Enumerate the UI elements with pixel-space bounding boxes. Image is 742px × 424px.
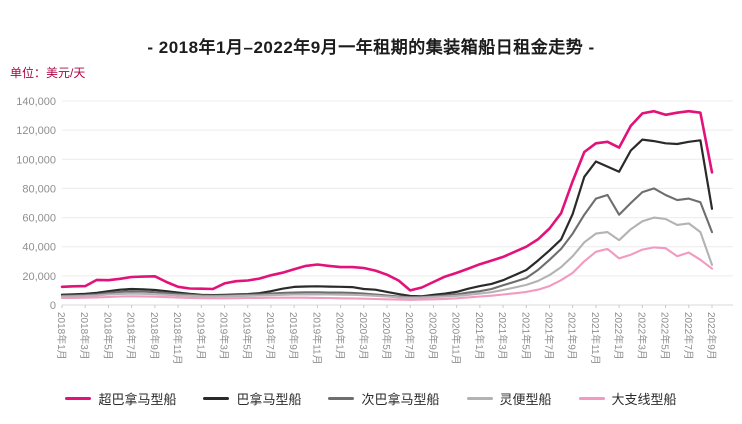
x-tick-label: 2018年11月 (171, 312, 184, 365)
legend-swatch-icon (466, 397, 493, 400)
legend-label: 大支线型船 (611, 392, 677, 407)
legend-swatch-icon (578, 397, 605, 400)
y-tick-label: 20,000 (22, 271, 56, 283)
unit-label: 单位：美元/天 (10, 66, 86, 80)
chart-title: - 2018年1月–2022年9月一年租期的集装箱船日租金走势 - (147, 38, 595, 57)
x-tick-label: 2020年7月 (403, 312, 416, 360)
x-tick-label: 2019年3月 (218, 312, 231, 360)
y-tick-label: 60,000 (22, 213, 56, 225)
x-tick-label: 2021年5月 (519, 312, 532, 360)
series-line-0 (60, 109, 714, 292)
x-tick-label: 2022年9月 (705, 312, 718, 360)
x-tick-label: 2022年1月 (612, 312, 625, 360)
x-tick-label: 2021年1月 (473, 312, 486, 360)
y-tick-label: 40,000 (22, 242, 56, 254)
x-tick-label: 2019年1月 (194, 312, 207, 360)
series-line-1 (60, 138, 714, 298)
x-tick-label: 2021年9月 (566, 312, 579, 360)
line-chart-canvas: 0 20,000 40,000 60,000 80,000 100,000 120,000 1… (16, 96, 733, 365)
legend-item-3: 灵便型船 (466, 389, 552, 408)
series-line-2 (60, 187, 714, 299)
x-tick-label: 2018年3月 (78, 312, 91, 360)
legend-item-4: 大支线型船 (578, 389, 677, 408)
x-tick-label: 2022年3月 (635, 312, 648, 360)
legend-item-0: 超巴拿马型船 (65, 389, 176, 408)
legend-swatch-icon (328, 397, 355, 400)
x-tick-label: 2019年11月 (310, 312, 323, 365)
y-tick-label: 120,000 (16, 125, 56, 137)
x-tick-label: 2021年3月 (496, 312, 509, 360)
legend-label: 超巴拿马型船 (98, 392, 177, 407)
x-tick-label: 2022年7月 (682, 312, 695, 360)
legend-swatch-icon (65, 397, 92, 400)
x-tick-label: 2018年9月 (148, 312, 161, 360)
x-tick-label: 2020年1月 (334, 312, 347, 360)
legend-label: 灵便型船 (499, 392, 552, 407)
x-tick-label: 2019年5月 (241, 312, 254, 360)
x-tick-label: 2020年9月 (426, 312, 439, 360)
series-line-3 (60, 216, 714, 299)
y-tick-label: 100,000 (16, 154, 56, 166)
x-tick-label: 2019年7月 (264, 312, 277, 360)
x-tick-label: 2020年3月 (357, 312, 370, 360)
x-tick-label: 2021年11月 (589, 312, 602, 365)
x-tick-label: 2020年11月 (450, 312, 463, 365)
x-tick-label: 2018年5月 (101, 312, 114, 360)
y-tick-label: 0 (50, 300, 56, 312)
series-line-4 (60, 246, 714, 301)
y-tick-label: 140,000 (16, 96, 56, 108)
x-tick-label: 2019年9月 (287, 312, 300, 360)
chart-legend: 超巴拿马型船 巴拿马型船 次巴拿马型船 灵便型船 大支线型船 (0, 389, 742, 408)
legend-item-2: 次巴拿马型船 (328, 389, 440, 408)
x-tick-label: 2021年7月 (543, 312, 556, 360)
x-tick-label: 2022年5月 (659, 312, 672, 360)
legend-label: 次巴拿马型船 (361, 392, 440, 407)
y-tick-label: 80,000 (22, 183, 56, 195)
x-tick-label: 2020年5月 (380, 312, 393, 360)
legend-label: 巴拿马型船 (236, 392, 302, 407)
x-tick-label: 2018年7月 (125, 312, 138, 360)
legend-swatch-icon (203, 397, 230, 400)
x-tick-label: 2018年1月 (55, 312, 68, 360)
legend-item-1: 巴拿马型船 (203, 389, 301, 408)
